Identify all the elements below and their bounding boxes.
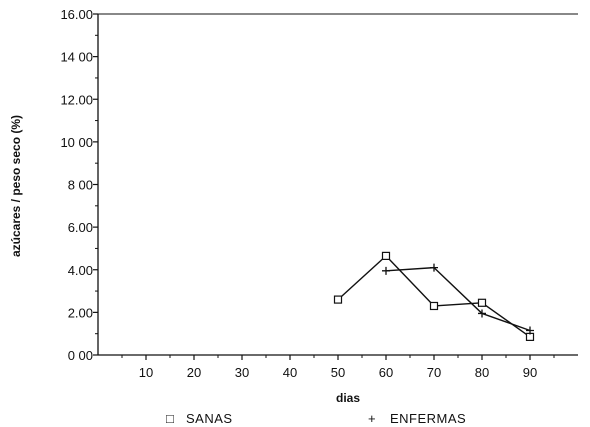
y-tick-label: 10 00	[60, 135, 93, 150]
x-tick-label: 50	[331, 365, 345, 380]
plot-area	[97, 13, 578, 356]
point-sanas	[333, 295, 343, 304]
point-enfermas	[478, 309, 486, 318]
series-layer	[333, 251, 535, 341]
point-enfermas	[526, 326, 534, 335]
y-tick-label: 2.00	[68, 305, 93, 320]
x-axis-title: dias	[336, 391, 360, 405]
point-sanas	[429, 301, 439, 311]
legend: □ SANAS + ENFERMAS	[166, 411, 466, 426]
point-sanas	[477, 298, 487, 307]
x-tick-label: 10	[139, 365, 153, 380]
x-tick-label: 70	[427, 365, 441, 380]
x-tick-label: 20	[187, 365, 201, 380]
y-tick-label: 16.00	[60, 7, 93, 22]
x-tick-label: 90	[523, 365, 537, 380]
x-tick-label: 60	[379, 365, 393, 380]
y-tick-label: 6.00	[68, 220, 93, 235]
legend-symbol-enfermas: +	[368, 411, 376, 426]
series-line-enfermas	[385, 266, 531, 332]
y-tick-label: 0 00	[68, 348, 93, 363]
y-tick-label: 8 00	[68, 178, 93, 193]
y-axis-title: azúcares / peso seco (%)	[9, 115, 23, 257]
point-enfermas	[430, 263, 438, 272]
y-tick-label: 14 00	[60, 50, 93, 65]
y-ticks: 0 00 2.00 4.00 6.00 8 00 10 00 12.00 14 00 16.00	[60, 7, 98, 363]
y-tick-label: 12.00	[60, 92, 93, 107]
legend-label-enfermas: ENFERMAS	[390, 411, 466, 426]
x-tick-label: 40	[283, 365, 297, 380]
x-tick-label: 80	[475, 365, 489, 380]
point-sanas	[381, 251, 391, 260]
y-tick-label: 4.00	[68, 263, 93, 278]
point-enfermas	[382, 266, 390, 275]
legend-label-sanas: SANAS	[186, 411, 233, 426]
x-ticks: 10 20 30 40 50 60 70 80 90	[121, 355, 555, 380]
x-tick-label: 30	[235, 365, 249, 380]
legend-symbol-sanas: □	[166, 411, 174, 426]
